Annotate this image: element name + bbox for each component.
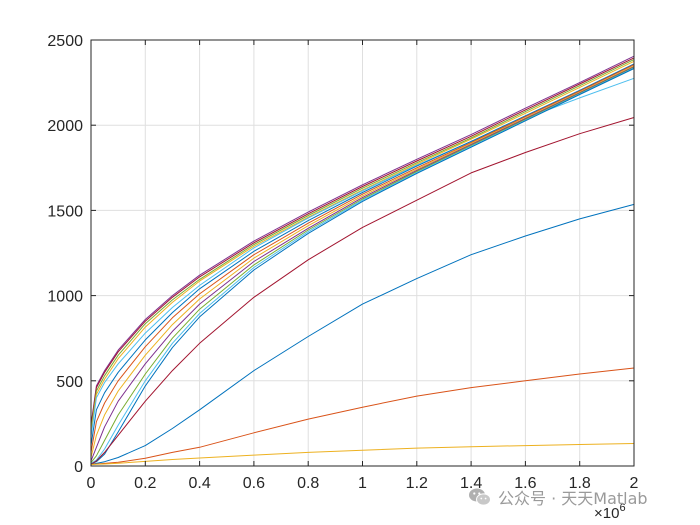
y-tick-label: 2000 [47, 118, 83, 135]
series-line-14 [90, 203, 635, 465]
series-line-3 [90, 59, 635, 431]
series-line-11 [90, 67, 635, 464]
x-tick-label: 0 [87, 475, 96, 492]
y-tick-label: 2500 [47, 33, 83, 50]
x-tick-label: 1.2 [406, 475, 428, 492]
x-exponent-power: 6 [619, 502, 625, 514]
x-tick-label: 0.6 [243, 475, 265, 492]
series-line-8 [90, 65, 635, 458]
y-tick-label: 1000 [47, 289, 83, 306]
x-tick-label: 0.4 [188, 475, 210, 492]
x-tick-label: 1.6 [514, 475, 536, 492]
wechat-icon [469, 488, 491, 506]
watermark-text: 公众号 · 天天Matlab [498, 489, 648, 508]
watermark: 公众号 · 天天Matlab [468, 484, 648, 510]
series-line-10 [90, 66, 635, 463]
x-tick-label: 0.2 [134, 475, 156, 492]
tick-marks [90, 39, 635, 467]
series-line-9 [90, 66, 635, 462]
x-tick-label: 1.8 [569, 475, 591, 492]
series-line-2 [90, 57, 635, 427]
series-line-6 [90, 63, 635, 446]
x-exponent-label: ×106 [594, 502, 626, 522]
series-lines [90, 55, 635, 466]
x-tick-label: 0.8 [297, 475, 319, 492]
series-line-1 [90, 55, 635, 426]
x-tick-label: 1.4 [460, 475, 482, 492]
x-tick-labels: 0 0.2 0.4 0.6 0.8 1 1.2 1.4 1.6 1.8 2 [87, 475, 639, 492]
x-tick-label: 1 [358, 475, 367, 492]
series-line-16 [90, 443, 635, 466]
series-line-13 [90, 117, 635, 465]
x-exponent-base: ×10 [594, 505, 619, 522]
series-line-4 [90, 60, 635, 434]
y-tick-label: 0 [74, 459, 83, 476]
y-tick-label: 1500 [47, 203, 83, 220]
y-tick-labels: 0 500 1000 1500 2000 2500 [47, 33, 83, 476]
series-line-15 [90, 367, 635, 465]
series-line-7 [90, 64, 635, 453]
x-tick-label: 2 [630, 475, 639, 492]
y-tick-label: 500 [56, 374, 83, 391]
